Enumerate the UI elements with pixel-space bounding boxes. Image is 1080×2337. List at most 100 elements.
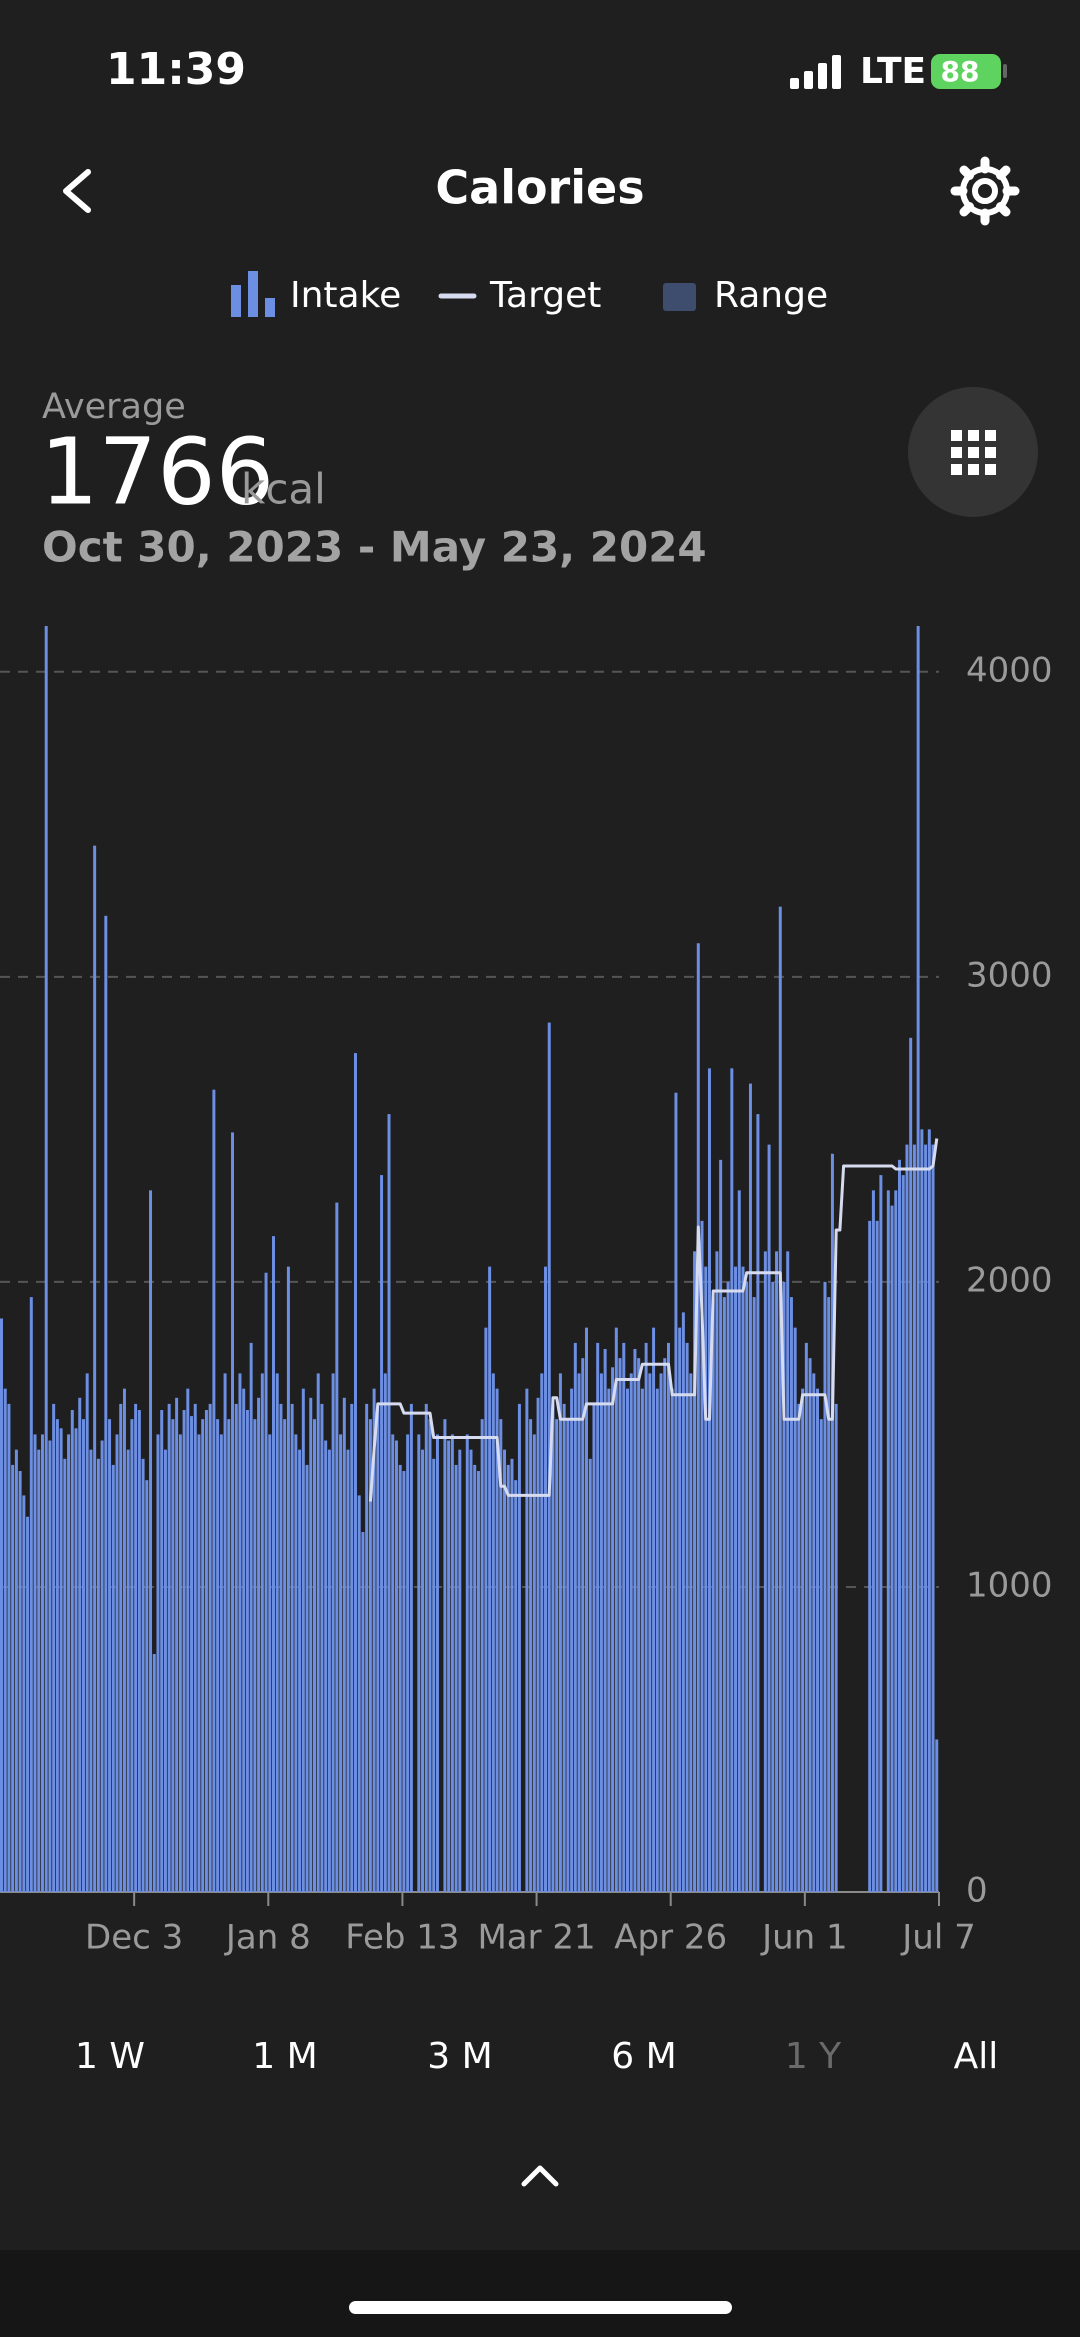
clock: 11:39 [106, 44, 246, 95]
range-tab[interactable]: 1 W [75, 2036, 145, 2077]
bar [868, 1220, 872, 1892]
bar [927, 1129, 931, 1892]
bar [570, 1388, 574, 1892]
bar [491, 1373, 495, 1892]
bar [167, 1403, 171, 1892]
signal-icon [790, 55, 841, 89]
bar [119, 1403, 123, 1892]
bar [693, 1251, 697, 1892]
bar [722, 1297, 726, 1892]
bar [469, 1449, 473, 1892]
bar [305, 1464, 309, 1892]
bar [37, 1449, 41, 1892]
back-button[interactable] [63, 169, 91, 213]
bar [126, 1449, 130, 1892]
range-tab[interactable]: All [954, 2036, 999, 2077]
bar [622, 1342, 626, 1892]
bar [797, 1403, 801, 1892]
bar [663, 1358, 667, 1892]
y-tick-label: 4000 [966, 650, 1053, 690]
bar [778, 906, 782, 1892]
bar [227, 1419, 231, 1892]
bar [178, 1434, 182, 1892]
bar [197, 1434, 201, 1892]
range-legend-icon [663, 283, 696, 311]
bar [108, 1419, 112, 1892]
bar [44, 626, 48, 1892]
bar [238, 1373, 242, 1892]
bar [219, 1434, 223, 1892]
bar [309, 1397, 313, 1892]
bar [871, 1190, 875, 1892]
bar [48, 1440, 52, 1892]
bar [18, 1471, 22, 1892]
bar [130, 1419, 134, 1892]
bar [175, 1397, 179, 1892]
bar [264, 1272, 268, 1892]
bar [63, 1458, 67, 1892]
bar [614, 1327, 618, 1892]
bar [361, 1532, 365, 1892]
bar [346, 1449, 350, 1892]
bar [544, 1266, 548, 1892]
bar [782, 1281, 786, 1892]
bar [67, 1434, 71, 1892]
bar [301, 1388, 305, 1892]
bar [607, 1388, 611, 1892]
bar [298, 1449, 302, 1892]
bar [286, 1266, 290, 1892]
bar [268, 1434, 272, 1892]
bar [104, 915, 108, 1892]
bar [394, 1440, 398, 1892]
bar [29, 1297, 33, 1892]
bar [912, 1144, 916, 1892]
legend-label: Target [489, 275, 601, 316]
bar [715, 1251, 719, 1892]
bar [0, 1318, 3, 1892]
bar [670, 1388, 674, 1892]
bar [376, 1403, 380, 1892]
range-tab[interactable]: 1 M [252, 2036, 317, 2077]
bar [529, 1419, 533, 1892]
bar [905, 1144, 909, 1892]
settings-button[interactable] [950, 156, 1020, 226]
date-range: Oct 30, 2023 - May 23, 2024 [42, 523, 707, 572]
bar [558, 1373, 562, 1892]
bar [33, 1434, 37, 1892]
bar [633, 1348, 637, 1892]
bar [536, 1397, 540, 1892]
bar [398, 1464, 402, 1892]
range-tab[interactable]: 6 M [611, 2036, 676, 2077]
bar [737, 1190, 741, 1892]
bar [324, 1440, 328, 1892]
x-tick-label: Mar 21 [477, 1918, 595, 1958]
bar [603, 1348, 607, 1892]
bar [551, 1403, 555, 1892]
range-tab[interactable]: 3 M [427, 2036, 492, 2077]
bar [730, 1068, 734, 1892]
y-tick-label: 1000 [966, 1565, 1053, 1605]
grid-view-button[interactable] [908, 387, 1038, 517]
y-tick-label: 3000 [966, 955, 1053, 995]
range-tab[interactable]: 1 Y [785, 2036, 842, 2077]
bar [417, 1434, 421, 1892]
bar [182, 1410, 186, 1892]
bar [503, 1449, 507, 1892]
bar [599, 1373, 603, 1892]
expand-button[interactable] [521, 2165, 559, 2187]
bar [540, 1373, 544, 1892]
bar [391, 1434, 395, 1892]
bar [517, 1403, 521, 1892]
bar [480, 1419, 484, 1892]
bar [85, 1373, 89, 1892]
bar [52, 1403, 56, 1892]
bar [7, 1403, 11, 1892]
bar [272, 1236, 275, 1892]
bar [383, 1373, 387, 1892]
bar [506, 1464, 510, 1892]
bar [700, 1220, 704, 1892]
bar [141, 1458, 145, 1892]
bar [137, 1410, 141, 1892]
bar [424, 1403, 428, 1892]
x-tick-label: Feb 13 [345, 1918, 459, 1958]
